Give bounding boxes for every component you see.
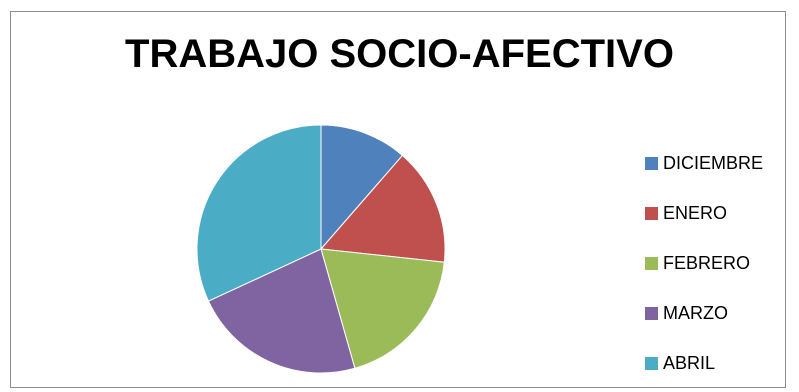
legend-swatch (645, 156, 658, 170)
legend-item-diciembre: DICIEMBRE (645, 138, 763, 188)
pie-slice-enero (319, 154, 446, 263)
legend-swatch (645, 256, 658, 270)
pie-slices (196, 124, 446, 374)
legend: DICIEMBRE ENERO FEBRERO MARZO ABRIL (645, 138, 763, 388)
legend-item-marzo: MARZO (645, 288, 763, 338)
legend-swatch (645, 206, 658, 220)
legend-label: MARZO (663, 303, 728, 323)
legend-label: FEBRERO (663, 253, 751, 273)
pie-slice-abril (196, 124, 322, 302)
pie-chart (196, 124, 446, 374)
legend-item-enero: ENERO (645, 188, 763, 238)
legend-label: ENERO (663, 203, 728, 223)
legend-swatch (645, 356, 658, 370)
legend-item-abril: ABRIL (645, 338, 763, 388)
legend-swatch (645, 306, 658, 320)
chart-title: TRABAJO SOCIO-AFECTIVO (125, 32, 674, 76)
legend-label: ABRIL (663, 353, 716, 373)
legend-item-febrero: FEBRERO (645, 238, 763, 288)
legend-label: DICIEMBRE (663, 153, 764, 173)
pie-slice-febrero (320, 248, 445, 369)
pie-slice-diciembre (320, 124, 404, 251)
pie-slice-marzo (207, 248, 356, 374)
